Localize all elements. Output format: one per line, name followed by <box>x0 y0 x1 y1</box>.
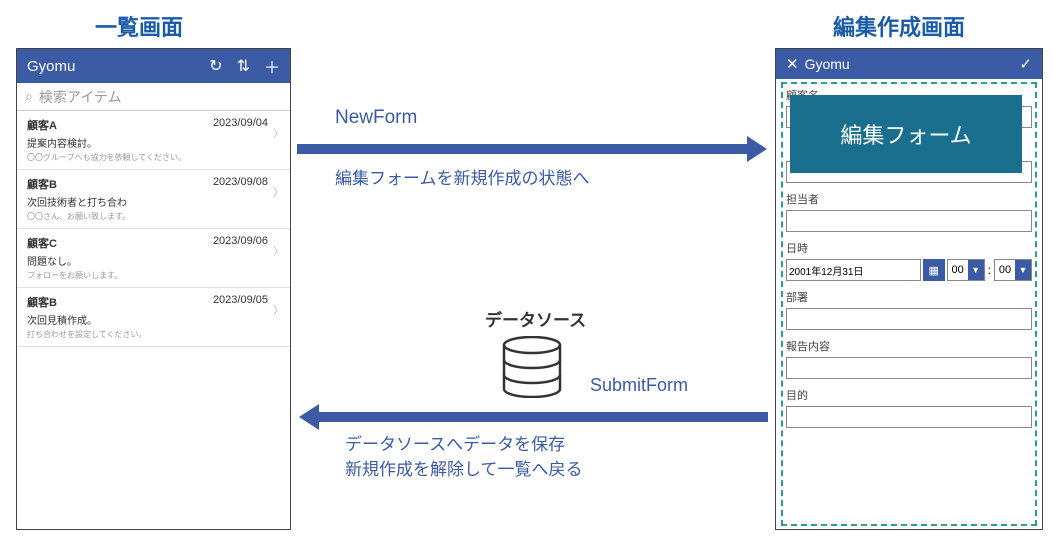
item-line3: フォローをお願いします。 <box>27 270 282 281</box>
list-screen-title: 一覧画面 <box>95 10 183 42</box>
list-items: 顧客A 2023/09/04 〉 提案内容検討。 〇〇グループへも協力を依頼して… <box>17 111 290 529</box>
person-input[interactable] <box>786 210 1032 232</box>
refresh-icon[interactable]: ↻ <box>209 56 222 76</box>
submitform-label: SubmitForm <box>590 375 688 396</box>
submit-desc2: 新規作成を解除して一覧へ戻る <box>345 455 583 480</box>
field-person: 担当者 <box>786 191 1032 232</box>
datasource-label: データソース <box>485 306 586 331</box>
time-colon: : <box>988 263 991 277</box>
list-item[interactable]: 顧客C 2023/09/06 〉 問題なし。 フォローをお願いします。 <box>17 229 290 288</box>
hour-value: 00 <box>948 264 968 276</box>
submitform-arrow <box>319 412 768 422</box>
field-label: 報告内容 <box>786 338 1032 354</box>
search-icon: ⌕ <box>25 88 33 105</box>
edit-body: 編集フォーム 顧客名 担当者 日時 2001年12月31日 ▦ 00 ▼ <box>776 79 1042 529</box>
list-item[interactable]: 顧客A 2023/09/04 〉 提案内容検討。 〇〇グループへも協力を依頼して… <box>17 111 290 170</box>
search-input[interactable]: ⌕ 検索アイテム <box>17 83 290 111</box>
chevron-right-icon: 〉 <box>273 125 284 141</box>
chevron-right-icon: 〉 <box>273 184 284 200</box>
sort-icon[interactable]: ⇅ <box>237 56 250 76</box>
newform-arrow <box>297 144 747 154</box>
add-icon[interactable]: ＋ <box>264 54 280 78</box>
item-line2: 次回技術者と打ち合わ <box>27 194 282 209</box>
field-label: 部署 <box>786 289 1032 305</box>
chevron-down-icon: ▼ <box>1015 260 1031 280</box>
minute-value: 00 <box>995 264 1015 276</box>
chevron-right-icon: 〉 <box>273 302 284 318</box>
field-purpose: 目的 <box>786 387 1032 428</box>
list-screen: Gyomu ↻ ⇅ ＋ ⌕ 検索アイテム 顧客A 2023/09/04 〉 提案… <box>16 48 291 530</box>
minute-select[interactable]: 00 ▼ <box>994 259 1032 281</box>
item-date: 2023/09/08 <box>213 176 268 188</box>
edit-screen: ✕ Gyomu ✓ 編集フォーム 顧客名 担当者 日時 2001年12月31日 … <box>775 48 1043 530</box>
item-date: 2023/09/06 <box>213 235 268 247</box>
field-label: 目的 <box>786 387 1032 403</box>
newform-desc: 編集フォームを新規作成の状態へ <box>335 164 590 189</box>
date-input[interactable]: 2001年12月31日 <box>786 259 921 281</box>
field-label: 日時 <box>786 240 1032 256</box>
list-header: Gyomu ↻ ⇅ ＋ <box>17 49 290 83</box>
purpose-input[interactable] <box>786 406 1032 428</box>
field-label: 担当者 <box>786 191 1032 207</box>
date-value: 2001年12月31日 <box>789 263 918 278</box>
field-datetime: 日時 2001年12月31日 ▦ 00 ▼ : 00 ▼ <box>786 240 1032 281</box>
database-icon <box>500 336 564 398</box>
content-input[interactable] <box>786 357 1032 379</box>
item-line3: 〇〇グループへも協力を依頼してください。 <box>27 152 282 163</box>
submit-icon[interactable]: ✓ <box>1019 55 1032 73</box>
close-icon[interactable]: ✕ <box>786 55 799 73</box>
search-placeholder: 検索アイテム <box>39 87 122 107</box>
item-line2: 問題なし。 <box>27 253 282 268</box>
item-date: 2023/09/05 <box>213 294 268 306</box>
field-department: 部署 <box>786 289 1032 330</box>
hour-select[interactable]: 00 ▼ <box>947 259 985 281</box>
item-line3: 打ち合わせを設定してください。 <box>27 329 282 340</box>
item-line2: 提案内容検討。 <box>27 135 282 150</box>
edit-header-title: Gyomu <box>805 56 850 72</box>
edit-screen-title: 編集作成画面 <box>833 10 965 42</box>
newform-label: NewForm <box>335 107 417 129</box>
chevron-right-icon: 〉 <box>273 243 284 259</box>
edit-header: ✕ Gyomu ✓ <box>776 49 1042 79</box>
calendar-icon[interactable]: ▦ <box>923 259 945 281</box>
form-overlay-label: 編集フォーム <box>790 95 1022 173</box>
list-item[interactable]: 顧客B 2023/09/05 〉 次回見積作成。 打ち合わせを設定してください。 <box>17 288 290 347</box>
item-line3: 〇〇さん、お願い致します。 <box>27 211 282 222</box>
item-date: 2023/09/04 <box>213 117 268 129</box>
chevron-down-icon: ▼ <box>968 260 984 280</box>
submit-desc1: データソースへデータを保存 <box>345 430 565 455</box>
field-content: 報告内容 <box>786 338 1032 379</box>
item-line2: 次回見積作成。 <box>27 312 282 327</box>
list-header-title: Gyomu <box>27 58 75 75</box>
list-item[interactable]: 顧客B 2023/09/08 〉 次回技術者と打ち合わ 〇〇さん、お願い致します… <box>17 170 290 229</box>
department-input[interactable] <box>786 308 1032 330</box>
